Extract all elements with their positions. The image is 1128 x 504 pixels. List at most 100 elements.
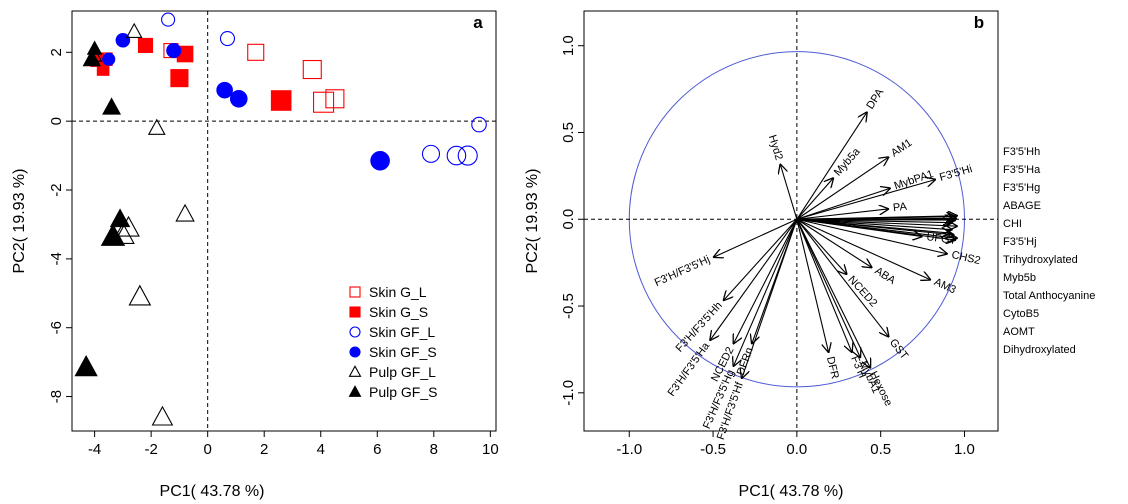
point-circle-open	[457, 145, 478, 166]
legend: Skin G_L Skin G_S Skin GF_L Skin GF_S Pulp G…	[348, 284, 437, 400]
x-tick-label: -0.5	[700, 441, 726, 458]
x-axis-title: PC1( 43.78 %)	[160, 483, 265, 500]
loading-arrow	[710, 218, 798, 340]
point-circle-open	[446, 145, 467, 166]
variable-label: F3'H/F3'5'Hj	[653, 254, 712, 290]
y-axis-ticks: -1.0 -0.5 0.0 0.5 1.0	[560, 35, 584, 406]
x-tick-label: 4	[317, 441, 325, 458]
variable-label: AM1	[889, 137, 914, 160]
scores-plot-panel: -4 -2 0 2 4 6 8 10 -8 -6 -4 -2 0 2 a PC1( 43.78 %) P…	[11, 10, 499, 500]
loading-arrow	[796, 218, 931, 280]
loading-arrow	[796, 218, 958, 226]
point-circle-filled	[229, 89, 248, 108]
y-tick-label: -2	[48, 183, 65, 196]
loading-arrow	[796, 218, 953, 229]
variable-label: DPA	[864, 86, 886, 111]
scores-plot-frame	[71, 10, 497, 432]
y-axis-ticks: -8 -6 -4 -2 0 2	[48, 48, 72, 403]
loading-arrow	[796, 179, 936, 220]
legend-marker	[349, 346, 361, 358]
x-tick-label: -1.0	[616, 441, 642, 458]
point-triangle-filled	[102, 97, 122, 115]
loading-arrow	[796, 219, 861, 358]
loading-arrow	[796, 218, 948, 254]
variable-label: AOMT	[1003, 326, 1035, 338]
variable-label: CHS2	[950, 249, 981, 267]
loading-arrow	[733, 219, 798, 367]
x-axis-ticks: -4 -2 0 2 4 6 8 10	[88, 431, 499, 458]
point-square-open	[302, 59, 322, 80]
point-circle-open	[161, 12, 176, 27]
variable-label: Hyd2	[766, 134, 785, 162]
loading-arrow	[796, 218, 872, 268]
x-axis-title: PC1( 43.78 %)	[739, 483, 844, 500]
loading-arrow	[796, 219, 852, 353]
legend-marker	[349, 326, 361, 338]
point-circle-filled	[370, 150, 390, 171]
scores-plot-area	[72, 11, 496, 431]
point-square-filled	[170, 69, 189, 88]
y-tick-label: 0	[48, 117, 65, 125]
y-tick-label: -6	[48, 321, 65, 334]
point-square-filled	[270, 90, 292, 111]
loading-arrow	[780, 164, 798, 220]
x-tick-label: 2	[260, 441, 268, 458]
x-tick-label: 6	[373, 441, 381, 458]
variable-label: Myb5a	[832, 145, 863, 178]
variable-label: ABA	[872, 265, 898, 287]
x-tick-label: -4	[88, 441, 101, 458]
legend-label: Pulp GF_L	[369, 364, 436, 380]
legend-marker	[348, 365, 362, 377]
point-circle-filled	[115, 32, 131, 48]
variable-label: MybPA1	[893, 168, 935, 192]
x-tick-label: 1.0	[954, 441, 975, 458]
point-triangle-filled	[100, 223, 126, 246]
panel-label: b	[974, 13, 984, 32]
y-tick-label: 1.0	[560, 35, 577, 56]
point-square-open	[325, 89, 345, 109]
variable-label: F3'5'Hh	[1003, 146, 1040, 158]
legend-marker	[349, 286, 361, 298]
point-circle-filled	[102, 53, 115, 66]
x-tick-label: 8	[430, 441, 438, 458]
point-square-open	[313, 91, 335, 113]
variable-label: CytoB5	[1003, 308, 1039, 320]
point-triangle-filled	[82, 49, 101, 67]
y-tick-label: -1.0	[560, 380, 577, 406]
y-tick-label: -0.5	[560, 293, 577, 319]
x-tick-label: 0	[204, 441, 212, 458]
variable-label: ABAGE	[1003, 200, 1041, 212]
loading-arrow	[796, 112, 867, 220]
loading-arrow	[796, 219, 871, 368]
x-tick-label: 0.5	[870, 441, 891, 458]
variable-label: Total Anthocyanine	[1003, 290, 1095, 302]
point-circle-open	[219, 30, 236, 47]
loading-arrow	[796, 218, 923, 236]
point-triangle-open	[151, 405, 174, 426]
point-circle-filled	[216, 81, 233, 99]
loading-arrow	[796, 157, 889, 220]
point-triangle-filled	[74, 354, 98, 377]
variable-label: Trihydroxylated	[1003, 254, 1078, 266]
x-tick-label: 10	[482, 441, 499, 458]
y-tick-label: 0.5	[560, 122, 577, 143]
x-tick-label: 0.0	[786, 441, 807, 458]
point-triangle-open	[147, 118, 166, 135]
variable-label: F3'5'Hj	[1003, 236, 1037, 248]
legend-label: Skin G_L	[369, 284, 427, 300]
variable-label: Dihydroxylated	[1003, 344, 1076, 356]
y-tick-label: 0.0	[560, 209, 577, 230]
legend-marker	[349, 306, 361, 318]
x-tick-label: -2	[144, 441, 157, 458]
point-square-open	[247, 43, 265, 61]
point-triangle-open	[175, 203, 195, 222]
point-circle-open	[471, 116, 487, 133]
variable-label: F3'H/F3'5'Ha	[666, 340, 713, 399]
point-triangle-open	[128, 284, 152, 306]
legend-label: Skin GF_L	[369, 324, 435, 340]
y-tick-label: 2	[48, 48, 65, 56]
point-circle-filled	[166, 43, 182, 59]
